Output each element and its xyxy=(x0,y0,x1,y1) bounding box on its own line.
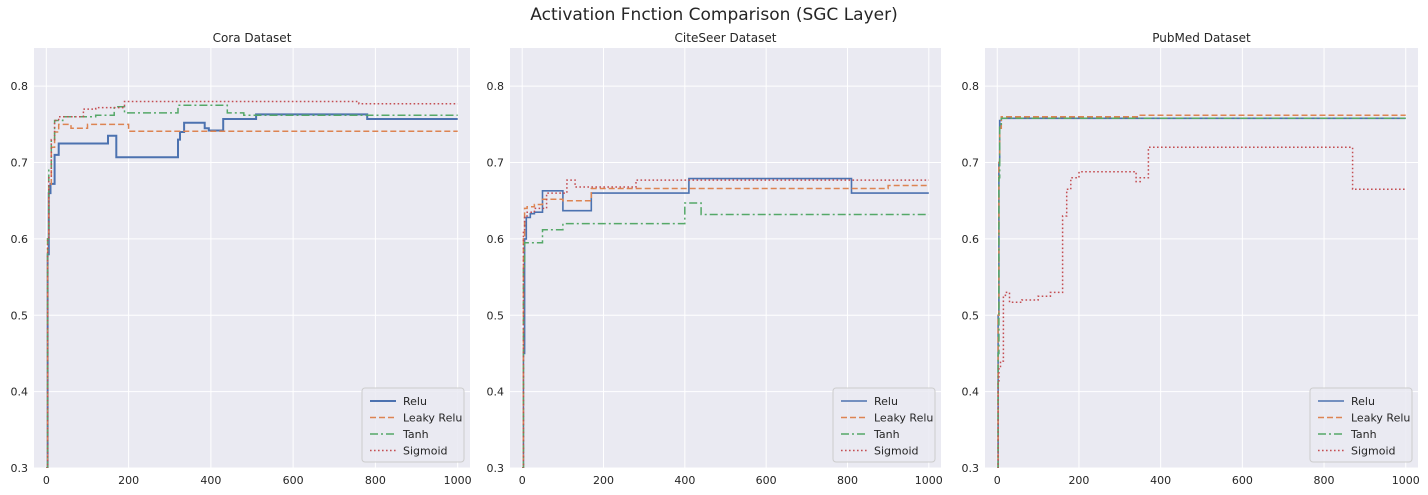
chart-title: PubMed Dataset xyxy=(1152,31,1251,45)
x-tick-label: 600 xyxy=(756,474,777,487)
x-tick-label: 600 xyxy=(1232,474,1253,487)
legend-label: Relu xyxy=(403,395,427,408)
legend-label: Leaky Relu xyxy=(874,412,933,425)
y-tick-label: 0.4 xyxy=(487,386,505,399)
chart-panel-3: 0 200 400 600 800 1000 0.3 0.4 0.5 0.6 0.7 0.8 PubMe… xyxy=(962,31,1420,487)
series-line-leaky-relu xyxy=(46,123,458,468)
x-tick-label: 800 xyxy=(1314,474,1335,487)
legend-label: Leaky Relu xyxy=(403,412,462,425)
legend-box xyxy=(361,387,465,463)
x-tick-label: 800 xyxy=(837,474,858,487)
series-line-relu xyxy=(522,177,929,468)
x-tick-label: 200 xyxy=(593,474,614,487)
x-tick-label: 0 xyxy=(43,474,50,487)
legend: Relu Leaky Relu Tanh Sigmoid xyxy=(361,387,465,463)
x-tick-label: 0 xyxy=(994,474,1001,487)
y-tick-label: 0.3 xyxy=(962,462,980,475)
legend-label: Sigmoid xyxy=(403,445,448,458)
chart-panel-1: 0 200 400 600 800 1000 0.3 0.4 0.5 0.6 0.7 0.8 Cora … xyxy=(11,31,472,487)
legend-label: Relu xyxy=(874,395,898,408)
x-tick-label: 400 xyxy=(200,474,221,487)
y-tick-label: 0.3 xyxy=(11,462,29,475)
y-tick-label: 0.7 xyxy=(962,157,980,170)
legend-label: Tanh xyxy=(873,428,900,441)
legend-label: Relu xyxy=(1351,395,1375,408)
chart-title: Cora Dataset xyxy=(213,31,292,45)
x-tick-label: 1000 xyxy=(915,474,943,487)
y-tick-label: 0.5 xyxy=(962,309,980,322)
y-tick-label: 0.5 xyxy=(11,309,29,322)
x-tick-label: 0 xyxy=(519,474,526,487)
y-tick-label: 0.8 xyxy=(487,80,505,93)
figure-title: Activation Fnction Comparison (SGC Layer… xyxy=(530,5,897,25)
series-line-tanh xyxy=(522,202,929,468)
x-tick-label: 1000 xyxy=(1392,474,1420,487)
series-line-relu xyxy=(46,113,458,468)
x-tick-label: 1000 xyxy=(444,474,472,487)
series-line-tanh xyxy=(997,117,1406,468)
y-tick-label: 0.5 xyxy=(487,309,505,322)
chart-title: CiteSeer Dataset xyxy=(675,31,777,45)
legend-label: Sigmoid xyxy=(874,445,919,458)
x-tick-label: 400 xyxy=(1150,474,1171,487)
series-line-leaky-relu xyxy=(522,184,929,468)
x-tick-label: 200 xyxy=(1068,474,1089,487)
legend-label: Sigmoid xyxy=(1351,445,1396,458)
panels: 0 200 400 600 800 1000 0.3 0.4 0.5 0.6 0.7 0.8 Cora … xyxy=(11,31,1420,487)
x-tick-label: 600 xyxy=(283,474,304,487)
y-tick-label: 0.7 xyxy=(11,157,29,170)
x-tick-label: 200 xyxy=(118,474,139,487)
y-tick-label: 0.8 xyxy=(11,80,29,93)
legend-label: Tanh xyxy=(1350,428,1377,441)
legend-label: Tanh xyxy=(402,428,429,441)
x-tick-label: 800 xyxy=(365,474,386,487)
series-line-sigmoid xyxy=(997,146,1406,468)
legend: Relu Leaky Relu Tanh Sigmoid xyxy=(832,387,936,463)
legend-box xyxy=(832,387,936,463)
legend: Relu Leaky Relu Tanh Sigmoid xyxy=(1309,387,1413,463)
y-tick-label: 0.4 xyxy=(962,386,980,399)
y-tick-label: 0.6 xyxy=(11,233,29,246)
legend-box xyxy=(1309,387,1413,463)
legend-label: Leaky Relu xyxy=(1351,412,1410,425)
y-tick-label: 0.6 xyxy=(962,233,980,246)
y-tick-label: 0.6 xyxy=(487,233,505,246)
y-tick-label: 0.4 xyxy=(11,386,29,399)
x-tick-label: 400 xyxy=(674,474,695,487)
chart-panel-2: 0 200 400 600 800 1000 0.3 0.4 0.5 0.6 0.7 0.8 CiteS… xyxy=(487,31,943,487)
y-tick-label: 0.3 xyxy=(487,462,505,475)
y-tick-label: 0.7 xyxy=(487,157,505,170)
y-tick-label: 0.8 xyxy=(962,80,980,93)
